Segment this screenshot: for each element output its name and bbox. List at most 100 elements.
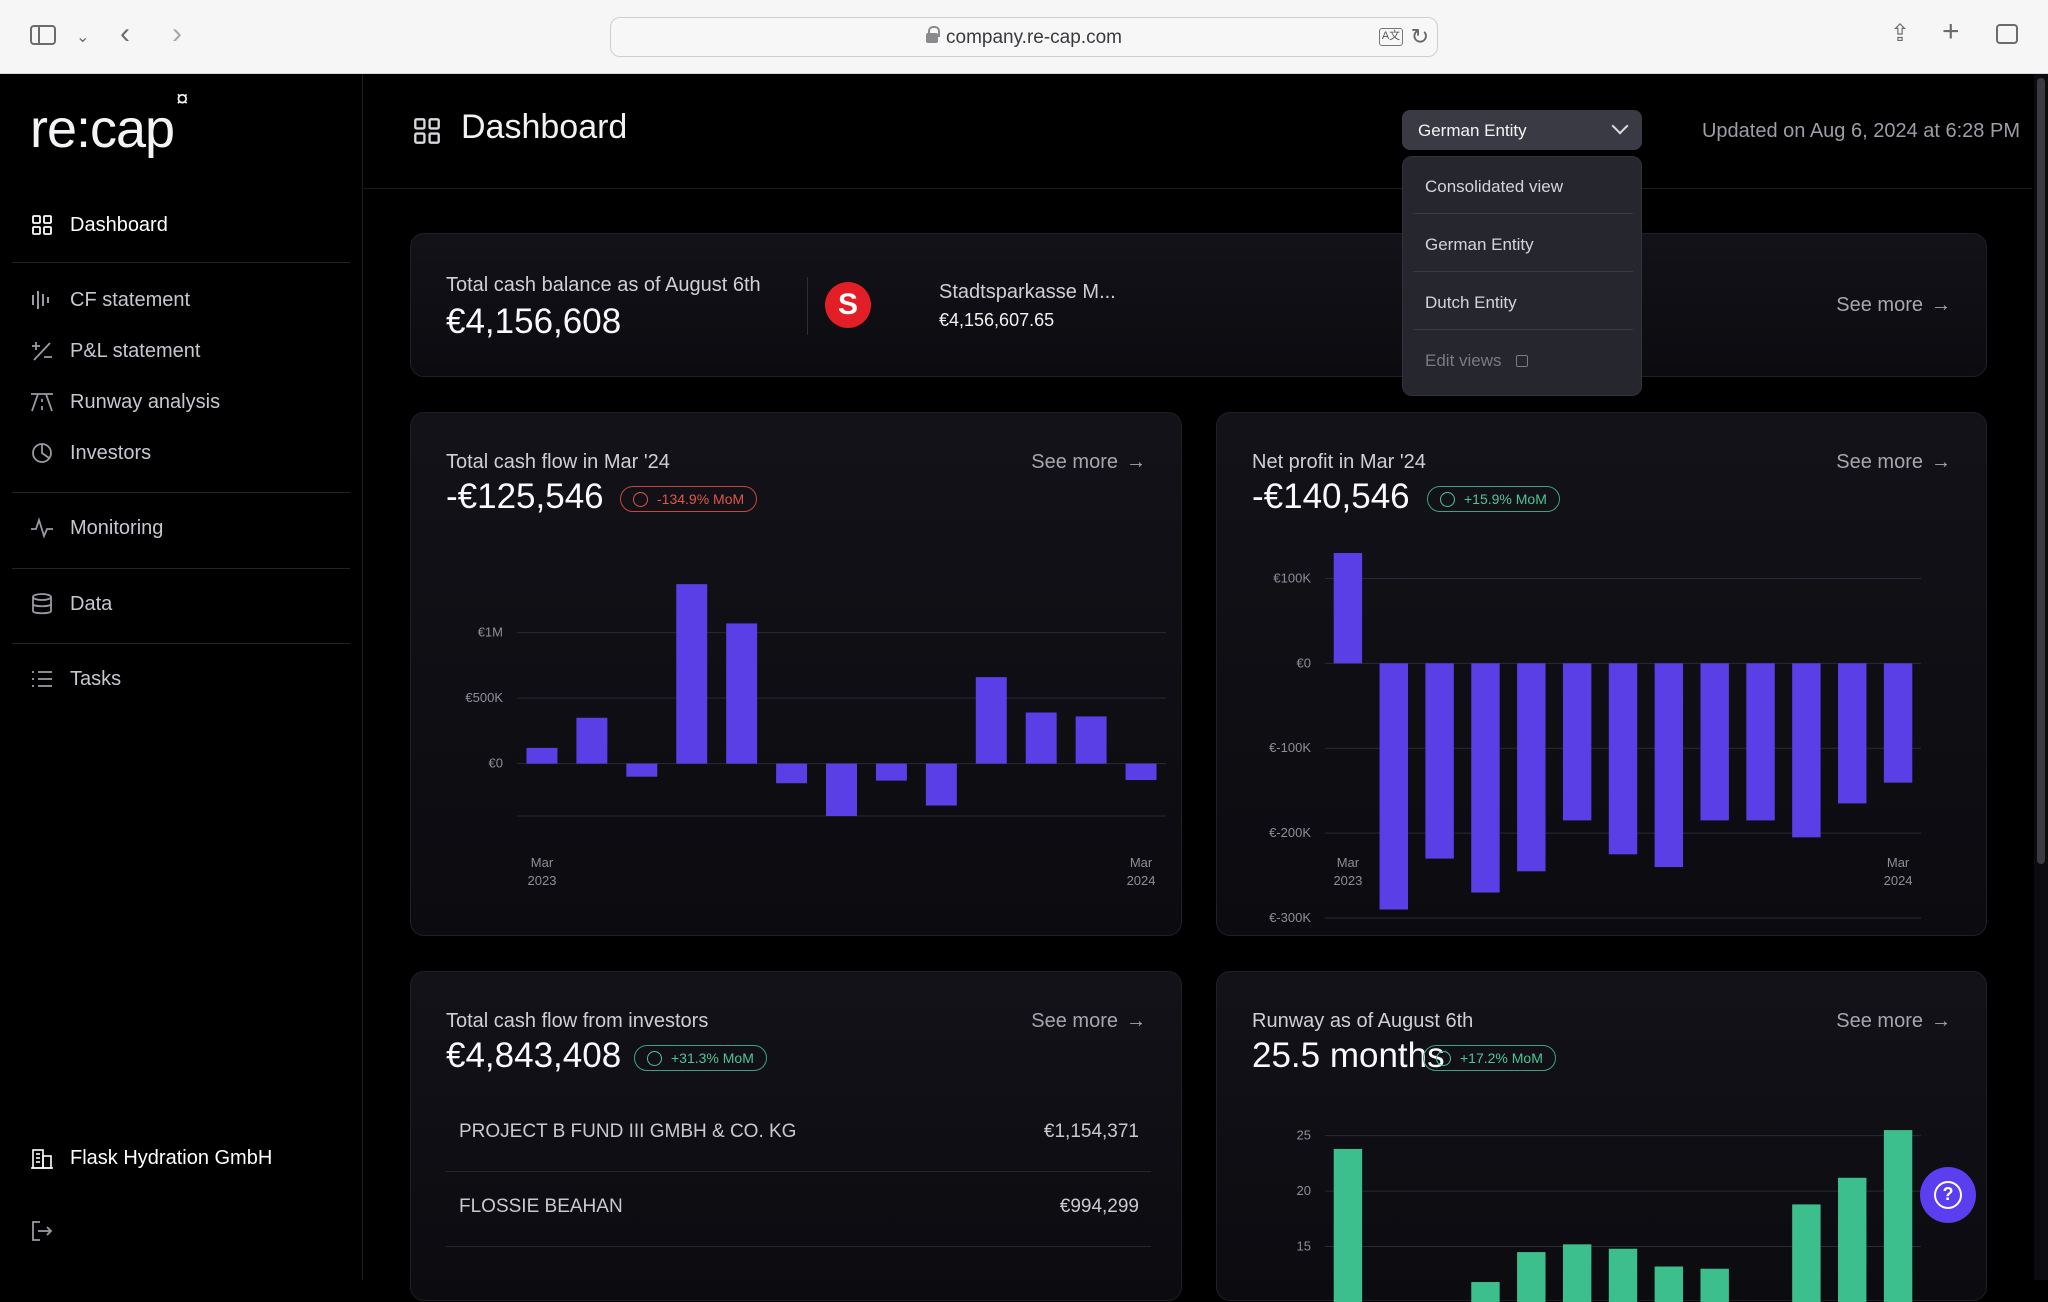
divider: [807, 277, 808, 335]
x-tick-label: 2023: [528, 873, 557, 888]
see-more-link[interactable]: See more →: [1836, 1010, 1951, 1032]
net-profit-card: Net profit in Mar '24 -€140,546 +15.9% M…: [1216, 412, 1987, 936]
logout-icon: [30, 1219, 54, 1243]
sidebar-toggle-icon[interactable]: [30, 25, 56, 45]
menu-item-dutch-entity[interactable]: Dutch Entity: [1413, 273, 1633, 330]
chart-bar: [1838, 1177, 1867, 1302]
tabs-overview-icon[interactable]: [1996, 24, 2018, 44]
sidebar-item-pl-statement[interactable]: P&L statement: [30, 334, 200, 368]
menu-item-german-entity[interactable]: German Entity: [1413, 215, 1633, 272]
arrow-right-icon: →: [1931, 451, 1951, 473]
logout-button[interactable]: [30, 1214, 70, 1248]
company-name: Flask Hydration GmbH: [70, 1146, 273, 1169]
chart-bar: [1654, 663, 1684, 868]
chart-bar: [826, 763, 857, 816]
arrow-right-icon: →: [1126, 1010, 1146, 1032]
table-row[interactable]: PROJECT B FUND III GMBH & CO. KG €1,154,…: [446, 1097, 1151, 1172]
trend-up-icon: [1440, 492, 1455, 507]
arrow-right-icon: →: [1931, 294, 1951, 316]
cash-balance-label: Total cash balance as of August 6th: [446, 274, 761, 296]
see-more-link[interactable]: See more →: [1031, 1010, 1146, 1032]
y-tick-label: €1M: [478, 625, 503, 640]
main-content: Dashboard German Entity Updated on Aug 6…: [364, 74, 2032, 1302]
runway-icon: [30, 390, 54, 414]
y-tick-label: 25: [1297, 1128, 1311, 1143]
chart-bar: [1792, 1204, 1821, 1302]
chevron-down-icon: [1611, 117, 1629, 135]
sidebar-item-runway-analysis[interactable]: Runway analysis: [30, 385, 220, 419]
grid-icon: [414, 118, 440, 144]
investors-card: Total cash flow from investors €4,843,40…: [410, 971, 1182, 1301]
address-bar[interactable]: company.re-cap.com A文 ↻: [610, 17, 1438, 57]
chart-bar: [975, 677, 1007, 764]
cash-balance-value: €4,156,608: [446, 302, 622, 341]
chart-bar: [526, 747, 558, 764]
chart-bar: [1654, 1266, 1684, 1302]
y-tick-label: €-300K: [1269, 910, 1311, 925]
grid-icon: [30, 213, 54, 237]
entity-select-value: German Entity: [1418, 121, 1527, 140]
chart-bar: [1471, 663, 1500, 893]
net-profit-label: Net profit in Mar '24: [1252, 451, 1426, 473]
chart-bar: [1883, 663, 1913, 783]
chart-bar: [1425, 663, 1454, 859]
investor-name: PROJECT B FUND III GMBH & CO. KG: [459, 1121, 797, 1142]
see-more-link[interactable]: See more →: [1836, 451, 1951, 473]
share-icon[interactable]: ⇪: [1890, 20, 1911, 47]
cash-balance-card: Total cash balance as of August 6th €4,1…: [410, 233, 1987, 377]
sidebar-item-cf-statement[interactable]: CF statement: [30, 283, 190, 317]
sidebar-item-monitoring[interactable]: Monitoring: [30, 511, 163, 545]
chart-bar: [925, 763, 957, 806]
sidebar-item-dashboard[interactable]: Dashboard: [30, 208, 168, 242]
mom-badge: +17.2% MoM: [1423, 1045, 1556, 1071]
company-switcher[interactable]: Flask Hydration GmbH: [30, 1141, 272, 1175]
back-icon[interactable]: ‹: [120, 17, 130, 50]
chart-bar: [1562, 1244, 1592, 1302]
help-button[interactable]: ?: [1920, 1167, 1976, 1223]
bank-name: Stadtsparkasse M...: [939, 281, 1116, 303]
see-more-link[interactable]: See more →: [1836, 294, 1951, 316]
investor-name: FLOSSIE BEAHAN: [459, 1196, 623, 1217]
cash-flow-value: -€125,546: [446, 477, 604, 516]
chart-bar: [1792, 663, 1821, 838]
investor-amount: €1,154,371: [1043, 1121, 1139, 1142]
chart-bar: [1333, 1148, 1363, 1302]
y-tick-label: €0: [1297, 655, 1311, 670]
scrollbar[interactable]: [2034, 74, 2048, 1280]
sidebar-item-label: Runway analysis: [70, 390, 221, 413]
sidebar-item-data[interactable]: Data: [30, 587, 112, 621]
y-tick-label: €100K: [1273, 570, 1311, 585]
arrow-right-icon: →: [1931, 1010, 1951, 1032]
chart-bar: [1471, 1282, 1500, 1302]
chart-bar: [1700, 663, 1729, 821]
pie-icon: [30, 441, 54, 465]
chevron-down-icon[interactable]: ⌄: [76, 29, 90, 46]
chart-bar: [1025, 712, 1057, 764]
menu-item-consolidated-view[interactable]: Consolidated view: [1413, 157, 1633, 214]
y-tick-label: €500K: [465, 690, 503, 705]
x-tick-label: 2024: [1127, 873, 1156, 888]
logo[interactable]: re:cap¤: [30, 86, 188, 159]
sidebar-item-investors[interactable]: Investors: [30, 436, 151, 470]
chart-bar: [1517, 663, 1546, 872]
chart-bar: [1608, 663, 1638, 855]
entity-select[interactable]: German Entity: [1402, 110, 1642, 150]
chart-bar: [1379, 663, 1408, 910]
sparkasse-logo-icon: S: [825, 282, 871, 328]
arrow-right-icon: →: [1126, 451, 1146, 473]
translate-icon[interactable]: A文: [1379, 28, 1403, 46]
sidebar-item-tasks[interactable]: Tasks: [30, 662, 121, 696]
see-more-link[interactable]: See more →: [1031, 451, 1146, 473]
menu-item-edit-views[interactable]: Edit views: [1413, 331, 1633, 388]
reload-icon[interactable]: ↻: [1410, 24, 1429, 49]
sidebar-item-label: P&L statement: [70, 339, 201, 362]
cash-flow-label: Total cash flow in Mar '24: [446, 451, 670, 473]
chart-bar: [1883, 1130, 1913, 1302]
edit-icon: [1516, 355, 1529, 367]
trend-up-icon: [647, 1051, 662, 1066]
y-tick-label: €-200K: [1269, 825, 1311, 840]
table-row[interactable]: FLOSSIE BEAHAN €994,299: [446, 1172, 1151, 1247]
new-tab-icon[interactable]: +: [1942, 15, 1960, 48]
forward-icon[interactable]: ›: [172, 17, 182, 50]
chart-bar: [1075, 716, 1107, 764]
